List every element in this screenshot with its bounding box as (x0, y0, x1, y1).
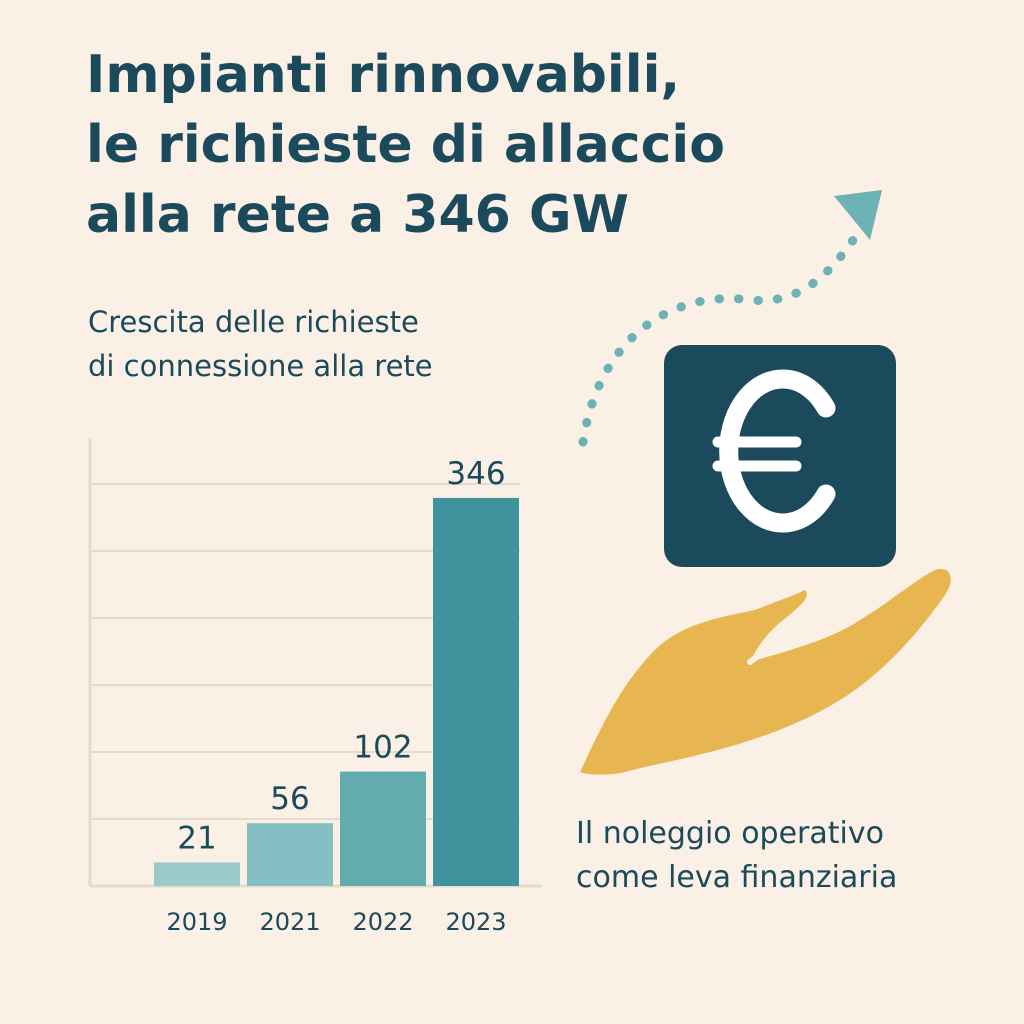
caption-line-2: come leva finanziaria (576, 860, 898, 895)
caption: Il noleggio operativo come leva finanzia… (576, 812, 996, 900)
title-line-3: alla rete a 346 GW (86, 185, 629, 245)
data-label-2022: 102 (353, 730, 412, 766)
dotted-arrow-icon (578, 190, 882, 447)
hand-icon (580, 569, 951, 775)
data-label-2019: 21 (177, 820, 216, 856)
euro-icon (664, 345, 896, 567)
x-tick-label-2019: 2019 (166, 908, 227, 936)
subtitle-line-2: di connessione alla rete (88, 349, 433, 383)
x-tick-label-2023: 2023 (445, 908, 506, 936)
chart-subtitle: Crescita delle richieste di connessione … (88, 300, 548, 388)
page-title: Impianti rinnovabili, le richieste di al… (86, 40, 786, 250)
bar-chart: 21 2019 56 2021 102 2022 346 2023 (88, 438, 542, 936)
bar-2021 (247, 823, 333, 886)
data-label-2023: 346 (446, 456, 505, 492)
x-tick-label-2022: 2022 (352, 908, 413, 936)
title-line-2: le richieste di allaccio (86, 115, 725, 175)
subtitle-line-1: Crescita delle richieste (88, 305, 419, 339)
x-tick-label-2021: 2021 (259, 908, 320, 936)
bar-2019 (154, 862, 240, 886)
bar-2022 (340, 771, 426, 886)
data-label-2021: 56 (270, 781, 309, 817)
caption-line-1: Il noleggio operativo (576, 816, 884, 851)
bar-2023 (433, 497, 519, 886)
title-line-1: Impianti rinnovabili, (86, 45, 681, 105)
euro-hand-illustration (578, 190, 951, 775)
